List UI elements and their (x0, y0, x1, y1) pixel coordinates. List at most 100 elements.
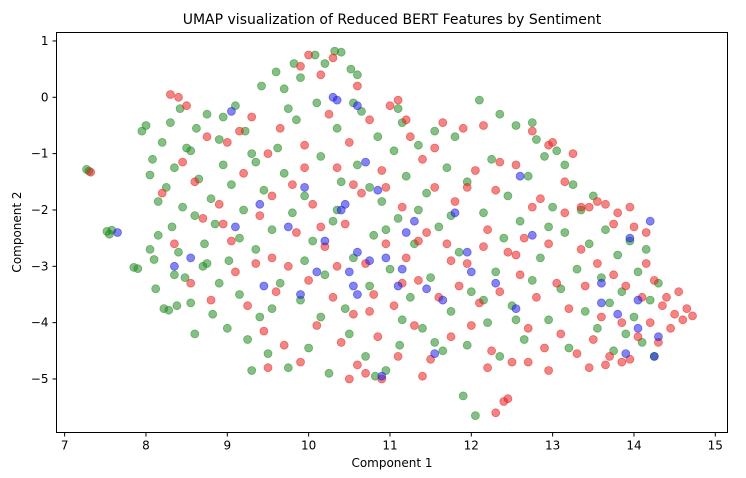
y-tick-label--4: −4 (31, 316, 49, 330)
point-red-69 (479, 121, 488, 130)
point-blue-14 (340, 199, 350, 209)
point-green-57 (279, 168, 289, 178)
point-red-92 (572, 349, 582, 359)
point-red-24 (296, 357, 305, 367)
point-red-38 (352, 360, 362, 370)
point-blue-38 (597, 298, 606, 308)
point-red-100 (605, 351, 614, 361)
point-green-150 (633, 267, 643, 277)
point-green-86 (377, 197, 387, 206)
point-red-66 (466, 321, 476, 330)
point-green-121 (515, 216, 525, 226)
point-blue-30 (450, 208, 460, 218)
point-green-19 (167, 222, 177, 232)
point-red-25 (300, 140, 310, 150)
point-red-159 (495, 157, 505, 167)
point-blue-44 (645, 216, 655, 226)
point-red-10 (226, 236, 236, 246)
point-red-48 (393, 351, 403, 361)
point-red-47 (389, 301, 399, 311)
point-green-159 (186, 146, 196, 156)
point-red-131 (263, 363, 273, 373)
point-red-67 (470, 166, 480, 175)
point-green-113 (483, 318, 493, 328)
point-green-127 (540, 151, 549, 161)
point-green-50 (257, 81, 266, 91)
point-green-182 (560, 160, 570, 170)
point-green-184 (320, 59, 330, 68)
point-red-129 (361, 368, 371, 378)
point-red-11 (230, 267, 240, 277)
point-green-143 (605, 298, 614, 308)
point-red-117 (674, 287, 684, 297)
point-red-102 (613, 208, 623, 218)
point-green-34 (206, 194, 216, 204)
point-green-41 (226, 180, 236, 190)
point-green-32 (200, 239, 209, 249)
point-green-123 (523, 171, 533, 181)
point-red-0 (86, 167, 96, 177)
point-red-51 (405, 132, 415, 142)
point-green-61 (291, 115, 301, 125)
x-tick-label-8: 8 (142, 439, 150, 453)
point-green-65 (308, 236, 318, 246)
point-red-144 (251, 259, 261, 268)
point-green-164 (267, 304, 277, 314)
point-green-25 (180, 273, 190, 283)
point-green-102 (438, 346, 448, 356)
point-green-115 (491, 267, 501, 277)
point-green-114 (487, 154, 497, 164)
point-blue-8 (300, 182, 310, 192)
point-red-148 (316, 222, 326, 232)
point-green-134 (568, 180, 578, 190)
point-green-181 (544, 222, 553, 232)
point-green-101 (434, 222, 444, 232)
point-green-171 (381, 225, 391, 235)
point-red-167 (625, 202, 635, 212)
point-green-100 (430, 126, 440, 136)
point-red-72 (491, 185, 501, 195)
point-green-14 (157, 137, 167, 147)
point-red-164 (576, 202, 586, 212)
point-red-18 (267, 253, 277, 263)
point-red-138 (157, 188, 167, 198)
point-red-15 (255, 211, 265, 221)
point-red-137 (401, 115, 411, 125)
point-red-97 (593, 259, 602, 268)
y-tick-label--2: −2 (31, 203, 49, 217)
point-blue-2 (186, 253, 196, 263)
point-red-134 (328, 53, 338, 63)
point-red-54 (418, 154, 427, 164)
point-blue-5 (255, 199, 265, 209)
point-green-90 (393, 213, 403, 223)
point-red-111 (649, 275, 659, 285)
point-green-69 (320, 270, 330, 280)
point-blue-35 (515, 171, 525, 181)
point-blue-6 (259, 281, 269, 291)
point-red-32 (328, 292, 338, 302)
point-red-83 (536, 194, 545, 204)
point-red-155 (430, 143, 440, 153)
point-red-70 (483, 225, 493, 235)
point-red-43 (373, 332, 383, 342)
point-red-7 (206, 295, 216, 305)
point-blue-25 (397, 264, 407, 274)
point-green-186 (279, 84, 289, 94)
point-red-53 (413, 275, 423, 285)
point-green-89 (389, 146, 399, 156)
point-red-121 (584, 363, 594, 373)
point-red-163 (560, 177, 570, 187)
point-blue-21 (373, 185, 383, 195)
point-green-158 (169, 270, 179, 280)
x-tick-label-11: 11 (382, 439, 397, 453)
point-green-122 (519, 335, 529, 344)
point-blue-0 (113, 228, 122, 237)
x-axis: 7 8 9 10 11 12 13 14 15 (61, 432, 723, 453)
point-blue-3 (226, 107, 236, 116)
point-green-133 (564, 343, 574, 353)
point-green-77 (346, 64, 356, 74)
point-red-65 (462, 259, 472, 268)
point-red-99 (601, 199, 610, 209)
point-green-189 (190, 329, 200, 339)
point-red-8 (214, 199, 224, 209)
